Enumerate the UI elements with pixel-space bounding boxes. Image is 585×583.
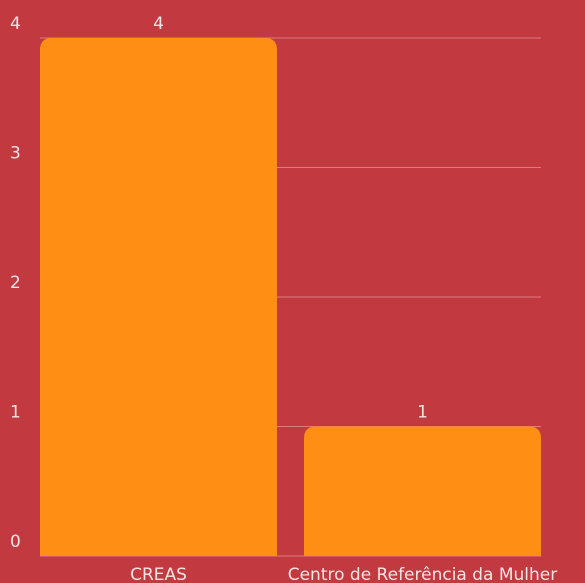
data-label: 1 — [417, 403, 428, 423]
y-tick-label: 3 — [10, 144, 21, 164]
x-tick-label: CREAS — [130, 565, 187, 583]
y-tick-label: 4 — [10, 14, 21, 34]
y-tick-label: 0 — [10, 532, 21, 552]
y-tick-label: 2 — [10, 273, 21, 293]
bar — [304, 426, 541, 556]
y-tick-label: 1 — [10, 403, 21, 423]
x-tick-label: Centro de Referência da Mulher — [288, 565, 558, 583]
bar — [40, 38, 277, 556]
data-label: 4 — [153, 14, 164, 34]
